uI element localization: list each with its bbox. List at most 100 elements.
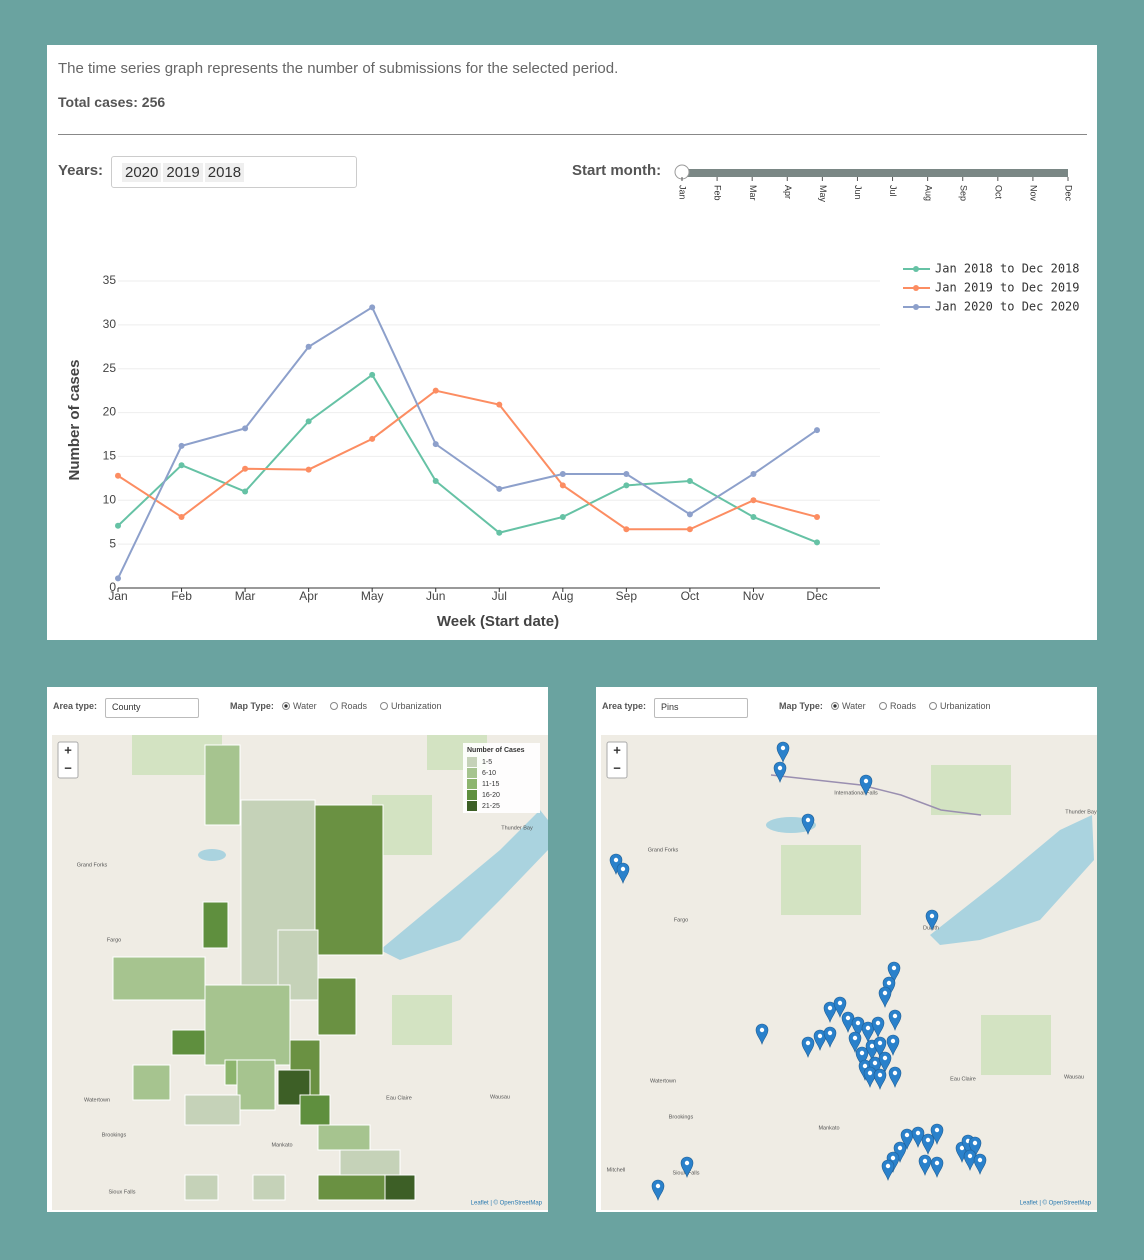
pin [888, 1066, 902, 1088]
place-label: Grand Forks [77, 862, 108, 868]
pin-dot [972, 1140, 978, 1146]
pin-body [863, 1066, 877, 1088]
year-tag: 2020 [122, 163, 162, 182]
slider-month: Nov [1029, 185, 1039, 202]
slider-handle[interactable] [674, 164, 690, 180]
total-value: 256 [141, 94, 166, 110]
x-tick-label: Jun [426, 589, 445, 603]
series-line [117, 305, 818, 579]
pin [833, 996, 847, 1018]
pin-dot [891, 965, 897, 971]
radio-option[interactable]: Roads [879, 701, 916, 711]
data-point [432, 477, 439, 484]
years-select[interactable]: 2020 2019 2018 [111, 156, 357, 188]
pin-dot [885, 1163, 891, 1169]
pin-body [776, 741, 790, 763]
pin-map-panel: + − Grand Forks Fargo Watertown Brookings Siou… [596, 687, 1097, 1212]
map-overlay: +−Grand ForksFargoWatertownBrookingsSiou… [606, 741, 1097, 1207]
pin-dot [892, 1013, 898, 1019]
pin [968, 1136, 982, 1158]
pin-body [968, 1136, 982, 1158]
zoom-button: − [613, 760, 621, 775]
pin-dot [929, 913, 935, 919]
attribution: Leaflet | © OpenStreetMap [1020, 1200, 1092, 1207]
map-type-label: Map Type: [779, 701, 823, 711]
pin [813, 1029, 827, 1051]
place-label: Brookings [102, 1132, 127, 1138]
zoom-control[interactable] [57, 741, 79, 779]
slider-month: Jan [678, 185, 688, 200]
radio [879, 702, 887, 710]
zoom-button: + [64, 742, 72, 757]
data-point [305, 343, 312, 350]
place-label: Sioux Falls [109, 1189, 136, 1195]
radio [831, 702, 839, 710]
pin-body [886, 1034, 900, 1056]
description: The time series graph represents the num… [58, 60, 619, 77]
data-point [686, 526, 693, 533]
data-point [559, 513, 566, 520]
county [204, 744, 241, 826]
data-point [750, 497, 757, 504]
radio-option[interactable]: Water [282, 701, 317, 711]
zoom-button: − [64, 760, 72, 775]
pin [616, 862, 630, 884]
data-point [496, 401, 503, 408]
data-point [686, 477, 693, 484]
pin-body [848, 1031, 862, 1053]
place-label: Brookings [669, 1114, 694, 1120]
data-point [432, 441, 439, 448]
data-point [814, 539, 820, 546]
county [184, 1174, 219, 1201]
legend-label: 6-10 [482, 770, 496, 777]
area-type-select[interactable]: Pins [654, 698, 748, 718]
pin-body [616, 862, 630, 884]
pin [900, 1128, 914, 1150]
pin-dot [922, 1158, 928, 1164]
pin-dot [934, 1160, 940, 1166]
radio [929, 702, 937, 710]
radio-option[interactable]: Urbanization [929, 701, 991, 711]
pin-body [801, 813, 815, 835]
pin-dot [892, 1070, 898, 1076]
pin-body [833, 996, 847, 1018]
pin-dot [877, 1040, 883, 1046]
pin [823, 1001, 837, 1023]
pin-dot [886, 980, 892, 986]
pin-dot [890, 1038, 896, 1044]
x-tick-label: Aug [552, 589, 573, 603]
legend-label: Jan 2018 to Dec 2018 [935, 262, 1080, 276]
legend-swatch [467, 790, 477, 800]
radio [282, 702, 290, 710]
county [317, 977, 357, 1036]
y-tick-label: 35 [103, 273, 117, 287]
radio-option[interactable]: Urbanization [380, 701, 442, 711]
data-point [750, 470, 757, 477]
pin [871, 1016, 885, 1038]
radio-label: Urbanization [391, 701, 442, 711]
place-label: Watertown [650, 1078, 676, 1084]
pin [930, 1156, 944, 1178]
legend-dot [913, 266, 919, 272]
radio-label: Water [842, 701, 866, 711]
area-type-select[interactable]: County [105, 698, 199, 718]
radio-option[interactable]: Roads [330, 701, 367, 711]
pin-dot [777, 765, 783, 771]
pin-body [823, 1026, 837, 1048]
data-point [750, 513, 757, 520]
forest [931, 765, 1011, 815]
zoom-button: + [613, 742, 621, 757]
pin-dot [817, 1033, 823, 1039]
place-label: Thunder Bay [501, 825, 533, 831]
legend-label: 21-25 [482, 803, 500, 810]
pin-dot [827, 1030, 833, 1036]
pin-dot [620, 866, 626, 872]
radio-option[interactable]: Water [831, 701, 866, 711]
data-point [432, 387, 439, 394]
zoom-control[interactable] [606, 741, 628, 779]
pin-body [921, 1133, 935, 1155]
place-label: Eau Claire [386, 1095, 412, 1101]
place-label: Thunder Bay [1065, 809, 1097, 815]
forest [981, 1015, 1051, 1075]
pin-body [887, 961, 901, 983]
